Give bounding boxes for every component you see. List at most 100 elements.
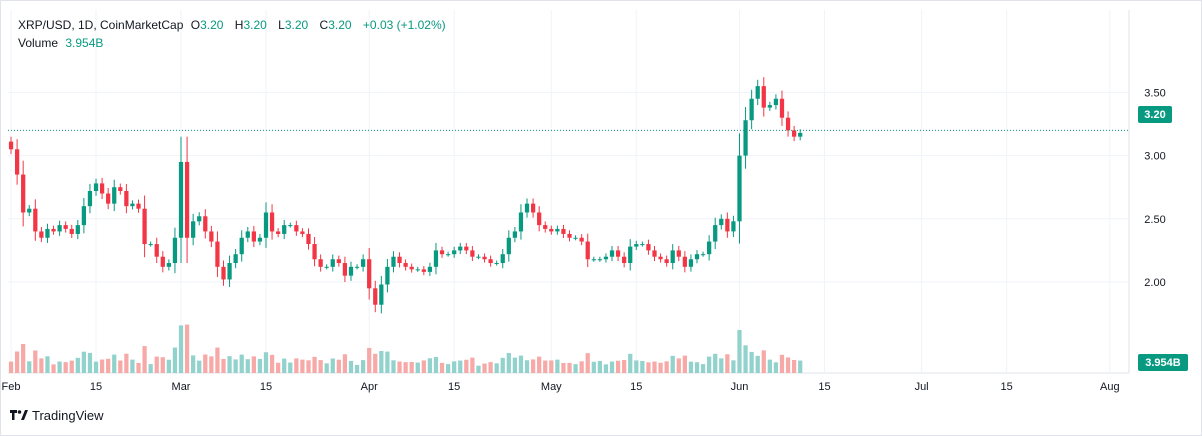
candle-body: [737, 155, 742, 222]
candle-body: [761, 86, 766, 108]
x-tick-label: 15: [818, 381, 830, 393]
volume-bar: [743, 345, 748, 373]
volume-bar: [354, 364, 360, 373]
candle-body: [136, 203, 141, 209]
candle-body: [227, 263, 232, 280]
candle-body: [713, 225, 718, 242]
volume-bar: [707, 356, 712, 373]
volume-bars: [8, 324, 803, 373]
candle-body: [682, 256, 687, 267]
candle-body: [573, 237, 578, 239]
volume-bar: [330, 358, 335, 373]
candle-body: [567, 233, 572, 238]
volume-bar: [609, 361, 615, 373]
volume-bar: [464, 359, 469, 373]
symbol-label[interactable]: XRP/USD, 1D, CoinMarketCap: [18, 18, 184, 32]
price-axis[interactable]: 2.00 2.50 3.00 3.50: [1144, 87, 1165, 289]
candle-body: [676, 250, 681, 257]
volume-legend: Volume 3.954B: [18, 34, 103, 52]
volume-bar: [792, 359, 797, 373]
volume-bar: [500, 357, 505, 373]
volume-bar: [773, 362, 779, 373]
brand-name: TradingView: [32, 408, 104, 423]
volume-label[interactable]: Volume: [18, 36, 59, 50]
x-tick-label: 15: [260, 381, 272, 393]
volume-bar: [106, 358, 111, 373]
candle-body: [488, 259, 493, 264]
y-tick-label: 2.00: [1144, 277, 1165, 289]
volume-bar: [634, 360, 639, 373]
candle-body: [57, 225, 62, 232]
candle-body: [233, 254, 238, 264]
volume-bar: [245, 359, 250, 373]
candle-body: [203, 216, 208, 232]
volume-bar: [798, 360, 803, 373]
candle-body: [8, 141, 14, 150]
volume-bar: [348, 360, 354, 373]
candle-body: [500, 254, 505, 264]
x-tick-label: 15: [630, 381, 642, 393]
volume-bar: [288, 362, 293, 373]
volume-bar: [579, 361, 584, 373]
candle-body: [142, 208, 147, 245]
y-tick-label: 3.50: [1144, 87, 1165, 99]
candle-body: [798, 132, 803, 137]
volume-bar: [379, 351, 384, 373]
candle-body: [628, 246, 633, 264]
candle-body: [99, 183, 105, 194]
svg-text:3.954B: 3.954B: [1145, 357, 1181, 369]
candle-body: [269, 212, 275, 232]
volume-bar: [615, 360, 621, 373]
volume-bar: [142, 346, 147, 373]
candle-body: [591, 259, 596, 261]
volume-bar: [409, 361, 414, 373]
volume-bar: [439, 362, 445, 373]
volume-bar: [257, 358, 263, 373]
candle-body: [21, 174, 26, 213]
volume-bar: [385, 351, 390, 373]
candle-body: [445, 254, 451, 256]
volume-bar: [397, 361, 402, 373]
candle-body: [166, 263, 171, 267]
candle-body: [379, 284, 384, 305]
volume-bar: [21, 343, 26, 373]
candle-body: [670, 250, 675, 264]
candle-body: [294, 225, 299, 232]
volume-bar: [191, 355, 196, 373]
change-value: +0.03 (+1.02%): [362, 18, 446, 32]
volume-bar: [779, 354, 785, 373]
volume-bar: [530, 359, 536, 373]
candle-body: [433, 250, 439, 267]
candle-body: [27, 208, 32, 213]
candle-body: [615, 250, 621, 257]
volume-bar: [124, 353, 129, 373]
volume-bar: [81, 351, 87, 373]
candle-body: [306, 233, 311, 245]
candle-body: [354, 266, 360, 268]
candle-body: [458, 246, 463, 251]
volume-bar: [39, 358, 44, 373]
volume-bar: [433, 356, 439, 373]
volume-bar: [172, 347, 178, 373]
tradingview-brand[interactable]: TradingView: [10, 408, 104, 423]
time-axis[interactable]: Feb 15 Mar 15 Apr 15 May 15 Jun 15 Jul 15 Aug: [2, 381, 1120, 393]
candle-body: [694, 254, 700, 260]
candle-body: [81, 206, 87, 226]
volume-bar: [713, 353, 718, 373]
candle-body: [239, 237, 244, 255]
candle-body: [561, 228, 566, 234]
candle-body: [312, 244, 317, 260]
price-badge: 3.20: [1138, 106, 1172, 123]
candle-body: [622, 256, 627, 264]
candle-body: [14, 149, 20, 175]
candle-body: [421, 269, 426, 272]
candle-body: [707, 241, 712, 255]
candle-body: [324, 266, 329, 268]
volume-bar: [75, 357, 80, 373]
candle-body: [391, 256, 396, 267]
candles: [8, 77, 803, 314]
high-label: H: [234, 18, 244, 32]
x-tick-label: 15: [1000, 381, 1012, 393]
volume-bar: [118, 360, 123, 373]
